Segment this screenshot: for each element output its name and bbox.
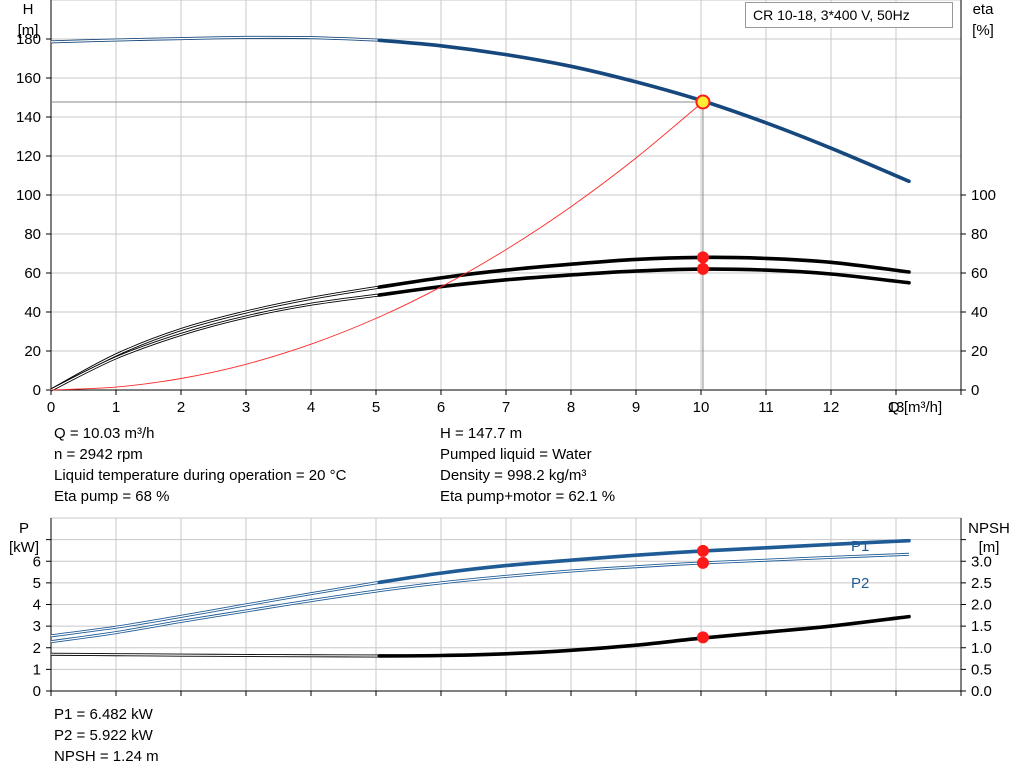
y-tick-label: 40 (24, 304, 41, 321)
series-eta-pump-bold (377, 255, 911, 289)
y-axis-unit: [kW] (9, 539, 39, 556)
head-value: H = 147.7 m (440, 425, 523, 442)
npsh-value: NPSH = 1.24 m (54, 748, 159, 765)
y2-tick-label: 2.0 (971, 597, 992, 614)
p2-value: P2 = 5.922 kW (54, 727, 153, 744)
y-tick-label: 140 (16, 109, 41, 126)
p1-value: P1 = 6.482 kW (54, 706, 153, 723)
x-tick-label: 10 (693, 399, 710, 416)
y2-tick-label: 0 (971, 382, 979, 399)
y2-tick-label: 0.0 (971, 683, 992, 700)
x-tick-label: 13 (888, 399, 905, 416)
y-tick-label: 1 (33, 661, 41, 678)
y-tick-label: 3 (33, 618, 41, 635)
y-tick-label: 80 (24, 226, 41, 243)
chart-panel-1: 020406080100120140160180020406080100H[m]… (16, 0, 996, 416)
y-tick-label: 100 (16, 187, 41, 204)
y2-tick-label: 0.5 (971, 661, 992, 678)
series-eta-total-thin-outline (50, 293, 384, 392)
density-value: Density = 998.2 kg/m³ (440, 467, 587, 484)
y-axis-unit: [m] (18, 22, 39, 39)
y-tick-label: 4 (33, 597, 41, 614)
y2-tick-label: 20 (971, 343, 988, 360)
x-tick-label: 0 (47, 399, 55, 416)
x-axis-label: Q [m³/h] (888, 399, 942, 416)
grid (50, 517, 962, 692)
speed-value: n = 2942 rpm (54, 446, 143, 463)
x-tick-label: 8 (567, 399, 575, 416)
y-tick-label: 5 (33, 575, 41, 592)
duty-point-3 (696, 262, 709, 275)
series-p2-thin-inner (50, 553, 910, 643)
pump-title-box: CR 10-18, 3*400 V, 50Hz (745, 2, 953, 28)
liquid-value: Pumped liquid = Water (440, 446, 592, 463)
y-tick-label: 160 (16, 70, 41, 87)
y2-tick-label: 100 (971, 187, 996, 204)
grid (50, 0, 962, 391)
x-tick-label: 7 (502, 399, 510, 416)
y2-axis-label: NPSH (968, 520, 1010, 537)
x-tick-label: 2 (177, 399, 185, 416)
series-head-bold (377, 38, 911, 184)
y2-tick-label: 80 (971, 226, 988, 243)
eta-pump-value: Eta pump = 68 % (54, 488, 170, 505)
y-tick-label: 120 (16, 148, 41, 165)
y-tick-label: 180 (16, 31, 41, 48)
series-eta-total-thin-inner (50, 294, 383, 391)
y2-tick-label: 3.0 (971, 553, 992, 570)
x-tick-label: 1 (112, 399, 120, 416)
series-npsh-bold (377, 614, 911, 658)
x-tick-label: 4 (307, 399, 315, 416)
x-tick-label: 6 (437, 399, 445, 416)
y2-tick-label: 1.5 (971, 618, 992, 635)
duty-point-head (695, 94, 711, 110)
series-system-line (50, 101, 704, 391)
power-info: P1 = 6.482 kW P2 = 5.922 kW NPSH = 1.24 … (54, 704, 159, 767)
temperature-value: Liquid temperature during operation = 20… (54, 467, 347, 484)
y-tick-label: 2 (33, 640, 41, 657)
y-tick-label: 6 (33, 553, 41, 570)
y-tick-label: 20 (24, 343, 41, 360)
x-tick-label: 11 (758, 399, 774, 416)
series-eta-pump-thin-inner (50, 286, 383, 391)
y-tick-label: 0 (33, 683, 41, 700)
y-tick-label: 0 (33, 382, 41, 399)
duty-point-3 (696, 631, 709, 644)
y-tick-label: 60 (24, 265, 41, 282)
y2-axis-unit: [%] (972, 22, 994, 39)
y2-tick-label: 1.0 (971, 640, 992, 657)
series-npsh-thin-inner (50, 653, 383, 657)
x-tick-label: 5 (372, 399, 380, 416)
series-eta-total-bold (377, 267, 911, 297)
duty-point-2 (696, 556, 709, 569)
y-axis-label: P (19, 520, 29, 537)
series-p1-bold (377, 538, 911, 585)
series-label-p2: P2 (851, 575, 869, 592)
series-head-thin-inner (50, 36, 383, 43)
eta-total-value: Eta pump+motor = 62.1 % (440, 488, 616, 505)
x-tick-label: 12 (823, 399, 840, 416)
operating-info-left: Q = 10.03 m³/h n = 2942 rpm Liquid tempe… (54, 423, 346, 507)
operating-info-right: H = 147.7 m Pumped liquid = Water Densit… (440, 423, 615, 507)
y2-axis-label: eta (973, 1, 995, 18)
x-tick-label: 9 (632, 399, 640, 416)
y2-axis-unit: [m] (979, 539, 1000, 556)
series-label-p1: P1 (851, 538, 869, 555)
chart-panel-2: 0 1 2 3 4 5 6 0.0 0.5 1.0 1.5 2.0 2.5 3.0 P [kW] NPSH [m]… (9, 517, 1010, 700)
x-tick-label: 3 (242, 399, 250, 416)
y2-tick-label: 40 (971, 304, 988, 321)
duty-point-1 (696, 544, 709, 557)
y2-tick-label: 2.5 (971, 575, 992, 592)
flow-value: Q = 10.03 m³/h (54, 425, 155, 442)
series-p1-thin-inner (50, 581, 383, 637)
duty-point-2 (696, 251, 709, 264)
y2-tick-label: 60 (971, 265, 988, 282)
y-axis-label: H (23, 1, 34, 18)
